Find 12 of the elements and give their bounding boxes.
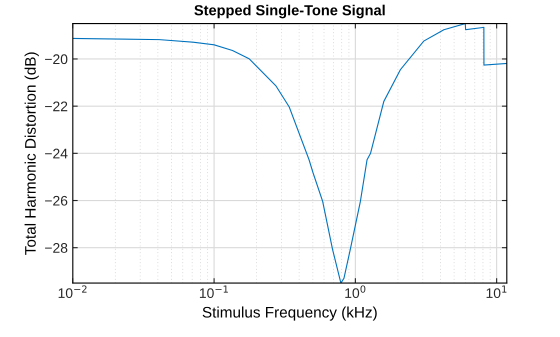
x-tick-label: 10$^{−1}$	[200, 286, 228, 298]
y-tick-label: −20	[45, 54, 68, 64]
y-tick-label: −28	[45, 243, 68, 253]
x-axis-title: Stimulus Frequency (kHz)	[202, 306, 377, 321]
y-tick-label: −22	[45, 101, 68, 112]
chart-title: Stepped Single-Tone Signal	[194, 4, 385, 18]
x-tick-label: 10$^{−2}$	[58, 285, 87, 298]
y-tick-label: −24	[45, 148, 68, 158]
y-axis-title: Total Harmonic Distortion (dB)	[24, 52, 39, 255]
y-tick-label: −26	[45, 196, 68, 206]
x-tick-label: 10$^{0}$	[345, 285, 366, 298]
x-tick-label: 10$^{1}$	[486, 286, 506, 298]
